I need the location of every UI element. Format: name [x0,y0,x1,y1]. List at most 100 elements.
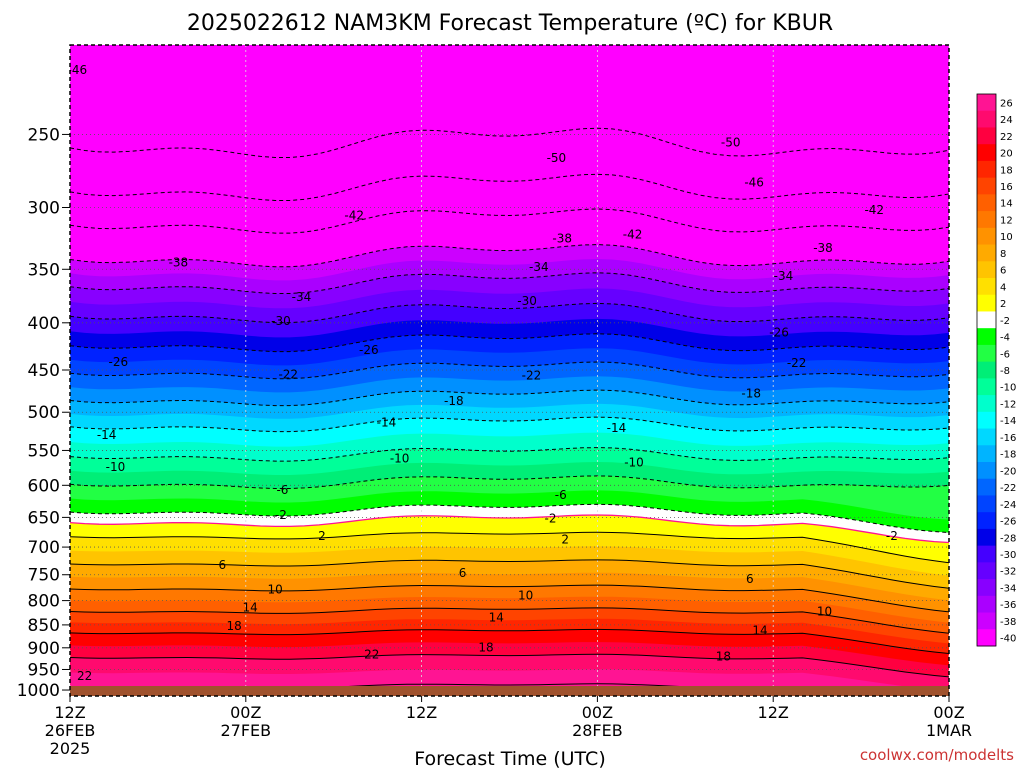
contour-label: -34 [529,260,549,274]
colorbar-label: 4 [1000,282,1006,293]
contour-label: 18 [478,640,493,654]
colorbar-swatch [977,278,996,296]
colorbar-swatch [977,562,996,580]
colorbar-swatch [977,495,996,513]
colorbar-frame [976,93,997,647]
contour-label: 6 [219,558,227,572]
colorbar-swatch [977,344,996,363]
colorbar-label: -16 [1000,433,1016,444]
contour-label: -14 [97,428,117,442]
contour-line [70,531,949,564]
x-tick-label: 00Z [933,703,964,722]
x-tick-label: 2025 [50,739,91,758]
colorbar-label: -30 [1000,550,1016,561]
contour-line [70,361,949,380]
contour-label: -10 [624,456,644,470]
contour-label: -46 [68,63,88,77]
contour-line [70,272,949,294]
colorbar-swatch [977,478,996,496]
x-tick-label: 00Z [582,703,613,722]
contour-label: -6 [555,488,567,502]
contour-lines [70,127,949,696]
contour-line [70,653,949,678]
colorbar-label: 12 [1000,215,1013,226]
y-tick-label: 650 [28,508,60,528]
contour-label: -38 [169,255,189,269]
contour-label: -42 [344,208,364,222]
contour-label: -34 [774,269,794,283]
colorbar-swatch [977,411,996,430]
contour-label: 14 [243,601,258,615]
chart-title: 2025022612 NAM3KM Forecast Temperature (… [187,11,833,36]
contour-label: -34 [292,290,312,304]
x-axis-title: Forecast Time (UTC) [414,748,605,768]
contour-line [70,302,949,324]
ground-surface [70,686,949,696]
contour-labels: -46-50-50-46-42-42-42-38-38-38-34-34-34-… [68,63,898,683]
temperature-bands [70,227,949,696]
contour-label: -14 [607,421,627,435]
contour-label: 22 [77,669,92,683]
colorbar-label: 2 [1000,299,1006,310]
contour-label: -38 [813,241,833,255]
colorbar-swatch [977,110,996,128]
colorbar-label: -24 [1000,500,1016,511]
colorbar-label: 18 [1000,165,1013,176]
contour-label: -2 [886,529,898,543]
contour-line [70,127,949,158]
colorbar-swatch [977,629,996,647]
contour-label: 10 [817,604,832,618]
colorbar-label: -22 [1000,483,1016,494]
y-tick-label: 450 [28,361,60,381]
colorbar-label: 16 [1000,182,1013,193]
colorbar-swatch [977,428,996,446]
y-tick-label: 850 [28,616,60,636]
contour-line [70,244,949,268]
colorbar-label: 6 [1000,266,1006,277]
y-tick-label: 900 [28,639,60,659]
colorbar-swatch [977,328,996,346]
contour-label: 6 [459,566,467,580]
colorbar-label: -10 [1000,383,1016,394]
contour-label: 18 [716,650,731,664]
colorbar-label: 8 [1000,249,1006,260]
contour-label: 22 [364,647,379,661]
x-tick-label: 00Z [230,703,261,722]
colorbar-label: -2 [1000,316,1010,327]
contour-label: 6 [746,572,754,586]
contour-label: 10 [518,589,533,603]
y-tick-label: 750 [28,566,60,586]
colorbar-swatch [977,579,996,597]
contour-label: 14 [752,624,767,638]
colorbar-swatch [977,127,996,145]
y-tick-label: 400 [28,314,60,334]
colorbar-label: -34 [1000,583,1016,594]
contour-label: -14 [377,416,397,430]
contour-label: -2 [545,512,557,526]
contour-line [70,607,949,634]
contour-label: -46 [744,176,764,190]
colorbar-swatch [977,261,996,279]
plot-area: -46-50-50-46-42-42-42-38-38-38-34-34-34-… [68,45,949,696]
colorbar-swatch [977,595,996,614]
colorbar-swatch [977,462,996,480]
contour-line [70,208,949,234]
colorbar-swatch [977,445,996,463]
colorbar-label: 26 [1000,98,1013,109]
contour-label: -22 [278,367,298,381]
contour-label: -38 [552,231,572,245]
y-tick-label: 600 [28,476,60,496]
x-tick-label: 12Z [406,703,437,722]
credit-text[interactable]: coolwx.com/modelts [860,746,1014,764]
colorbar-label: -14 [1000,416,1016,427]
colorbar-label: -6 [1000,349,1010,360]
colorbar-swatch [977,194,996,212]
colorbar-swatch [977,94,996,112]
colorbar-swatch [977,545,996,563]
colorbar-swatch [977,512,996,530]
colorbar-swatch [977,528,996,547]
colorbar-label: -18 [1000,450,1016,461]
contour-line [70,628,949,654]
colorbar-swatch [977,294,996,312]
y-tick-label: 500 [28,403,60,423]
